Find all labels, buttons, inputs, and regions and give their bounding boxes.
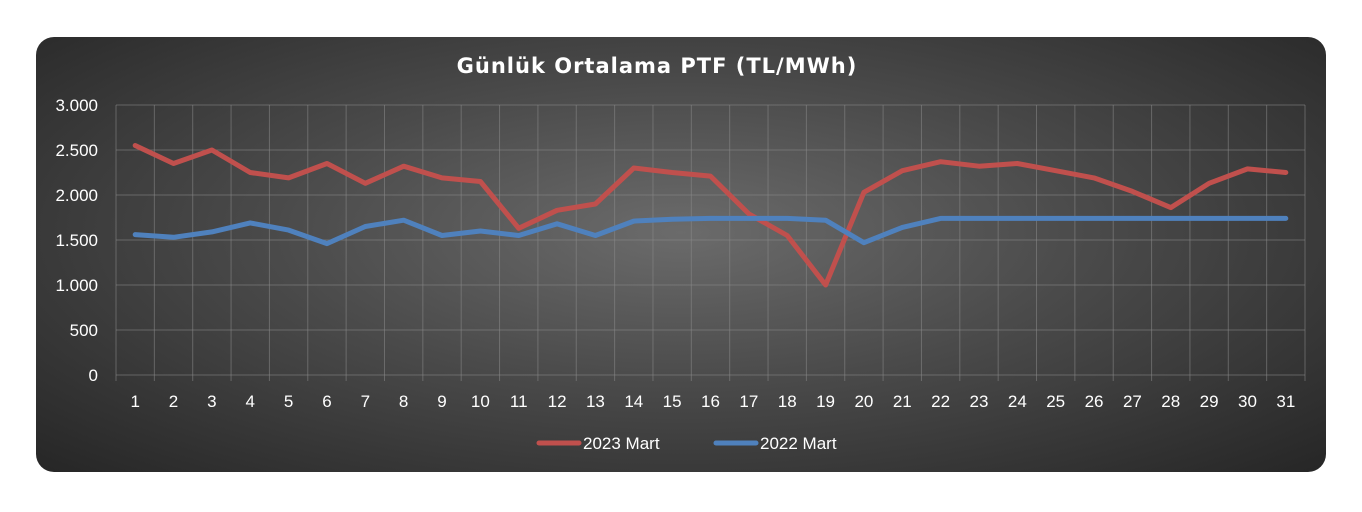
series-line-1 <box>132 143 1289 288</box>
x-tick-label: 24 <box>1008 392 1027 411</box>
x-tick-label: 12 <box>548 392 567 411</box>
x-tick-label: 2 <box>169 392 178 411</box>
y-tick-label: 0 <box>89 366 98 385</box>
chart-card: Günlük Ortalama PTF (TL/MWh) 0 500 1.000 1.… <box>36 37 1326 472</box>
x-tick-label: 6 <box>322 392 331 411</box>
x-tick-label: 15 <box>663 392 682 411</box>
x-tick-label: 11 <box>510 392 528 411</box>
x-tick-label: 31 <box>1276 392 1295 411</box>
grid-layer <box>115 104 1306 381</box>
series-line-2 <box>132 215 1289 247</box>
x-tick-label: 30 <box>1238 392 1257 411</box>
y-tick-label: 1.000 <box>55 276 98 295</box>
x-tick-label: 28 <box>1161 392 1180 411</box>
x-tick-label: 13 <box>586 392 605 411</box>
line-chart: Günlük Ortalama PTF (TL/MWh) 0 500 1.000 1.… <box>55 54 1306 453</box>
y-tick-label: 2.000 <box>55 186 98 205</box>
x-tick-label: 10 <box>471 392 490 411</box>
legend-label-2: 2022 Mart <box>760 434 837 453</box>
x-tick-label: 8 <box>399 392 408 411</box>
x-tick-label: 9 <box>437 392 446 411</box>
x-tick-label: 14 <box>624 392 643 411</box>
x-tick-label: 5 <box>284 392 293 411</box>
x-tick-label: 17 <box>739 392 758 411</box>
x-tick-label: 29 <box>1200 392 1219 411</box>
x-tick-label: 16 <box>701 392 720 411</box>
x-tick-label: 20 <box>854 392 873 411</box>
x-tick-label: 18 <box>778 392 797 411</box>
y-tick-label: 1.500 <box>55 231 98 250</box>
y-tick-label: 3.000 <box>55 96 98 115</box>
x-tick-label: 4 <box>246 392 255 411</box>
x-axis-ticks: 1 2 3 4 5 6 7 8 9 10 11 12 13 14 15 16 17 18 19 20 21 22 23 24 2… <box>130 392 1295 411</box>
series-layer <box>132 143 1289 288</box>
x-tick-label: 22 <box>931 392 950 411</box>
chart-title: Günlük Ortalama PTF (TL/MWh) <box>457 54 858 78</box>
x-tick-label: 7 <box>361 392 370 411</box>
x-tick-label: 19 <box>816 392 835 411</box>
x-tick-label: 25 <box>1046 392 1065 411</box>
y-axis-ticks: 0 500 1.000 1.500 2.000 2.500 3.000 <box>55 96 98 385</box>
y-tick-label: 500 <box>70 321 98 340</box>
x-tick-label: 23 <box>970 392 989 411</box>
y-tick-label: 2.500 <box>55 141 98 160</box>
legend-label-1: 2023 Mart <box>583 434 660 453</box>
legend: 2023 Mart 2022 Mart <box>536 434 837 453</box>
x-tick-label: 1 <box>130 392 139 411</box>
x-tick-label: 27 <box>1123 392 1142 411</box>
x-tick-label: 21 <box>893 392 912 411</box>
x-tick-label: 3 <box>207 392 216 411</box>
x-tick-label: 26 <box>1085 392 1104 411</box>
